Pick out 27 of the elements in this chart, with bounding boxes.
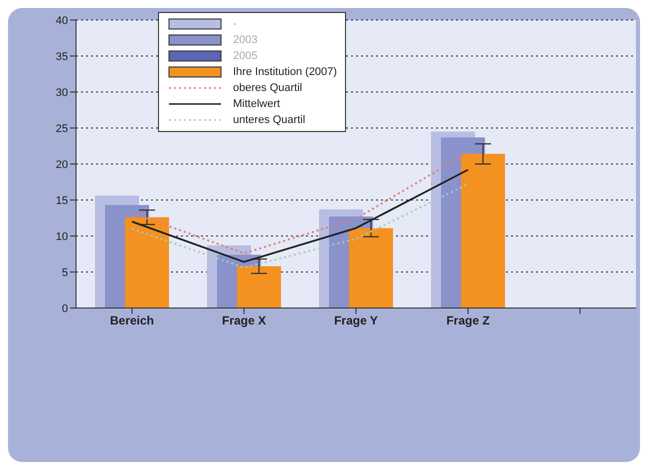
bar <box>125 217 169 308</box>
legend-label: - <box>233 18 237 30</box>
y-tick-label: 35 <box>56 50 68 63</box>
bar <box>237 266 281 308</box>
legend-label: oberes Quartil <box>233 82 302 94</box>
y-tick-label: 15 <box>56 194 68 207</box>
y-tick-label: 5 <box>62 266 68 279</box>
y-tick-label: 25 <box>56 122 68 135</box>
line-series <box>131 183 469 269</box>
x-tick-label: Frage Z <box>446 314 490 328</box>
legend-label: 2005 <box>233 50 258 62</box>
line-series <box>131 152 469 254</box>
x-tick-label: Frage X <box>222 314 266 328</box>
x-tick-label: Bereich <box>110 314 154 328</box>
legend-label: Ihre Institution (2007) <box>233 66 337 78</box>
x-tick-label: Frage Y <box>334 314 378 328</box>
line-series <box>131 168 469 263</box>
y-tick-label: 20 <box>56 158 68 171</box>
y-tick-label: 0 <box>62 302 68 315</box>
bar <box>461 154 505 308</box>
y-tick-label: 30 <box>56 86 68 99</box>
y-tick-label: 10 <box>56 230 68 243</box>
legend-label: Mittelwert <box>233 98 280 110</box>
y-tick-label: 40 <box>56 14 68 27</box>
bar <box>349 228 393 308</box>
legend-label: 2003 <box>233 34 258 46</box>
legend-label: unteres Quartil <box>233 114 306 126</box>
